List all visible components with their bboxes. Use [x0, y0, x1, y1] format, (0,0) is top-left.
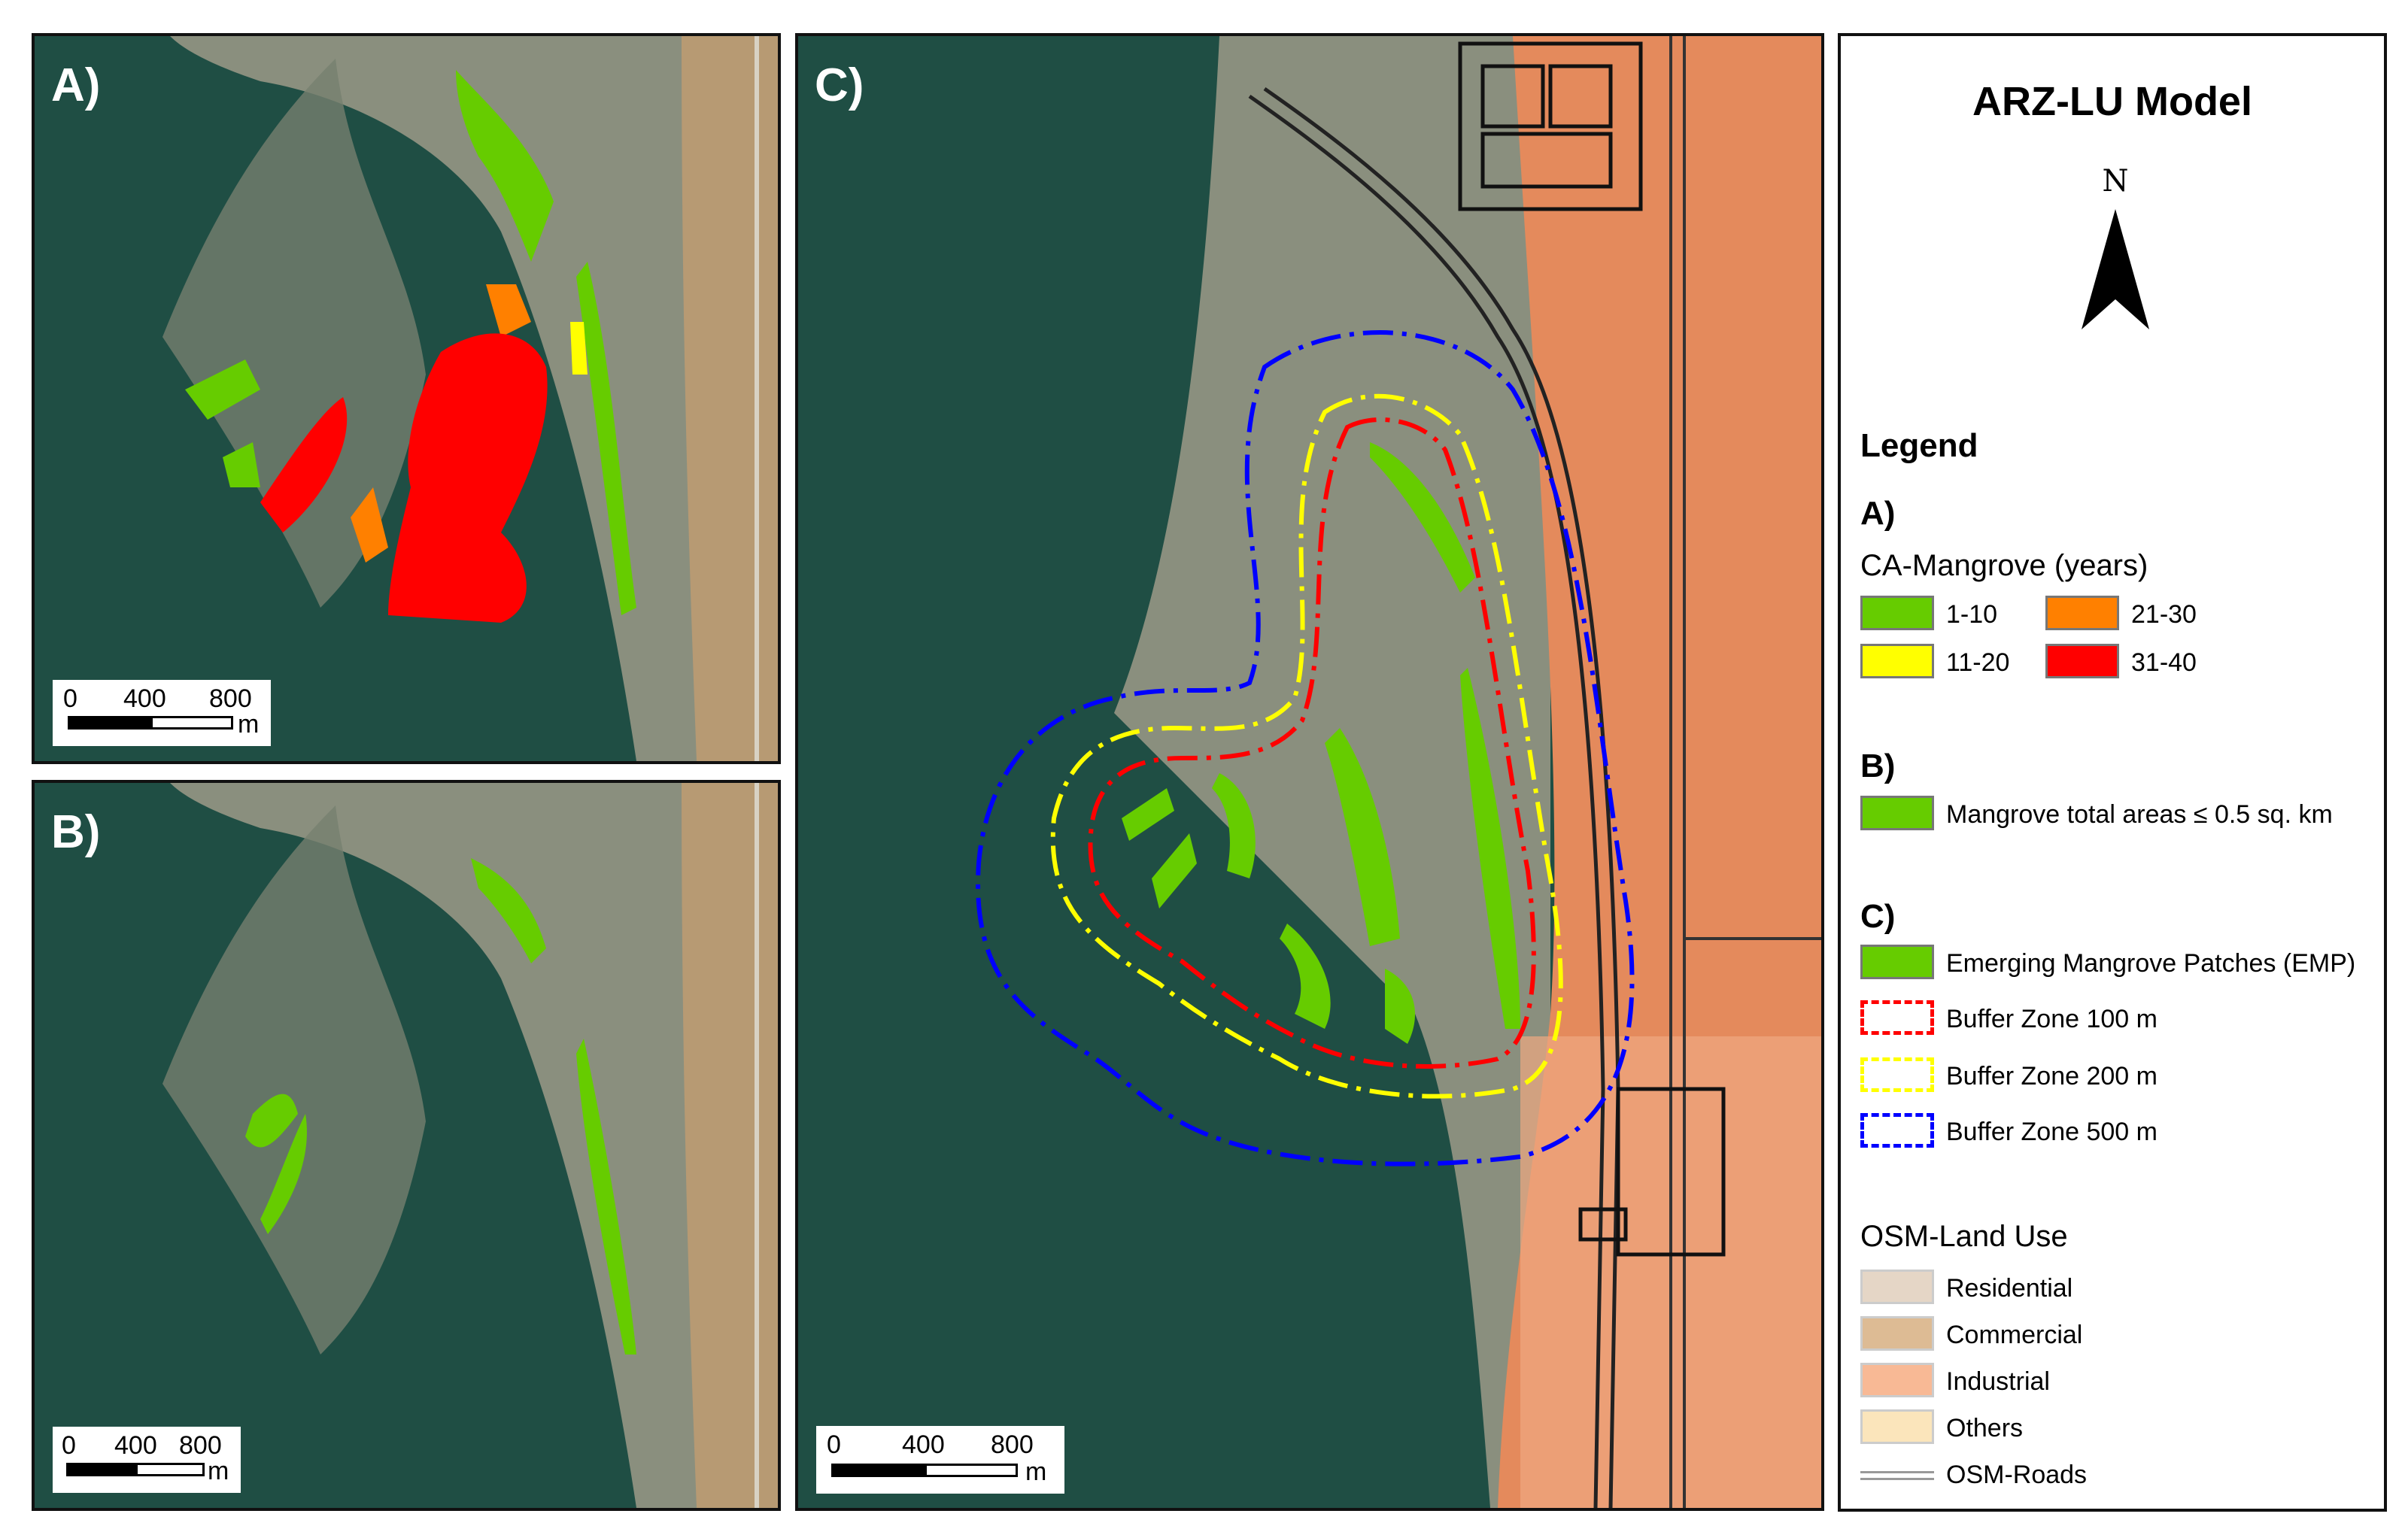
north-arrow-icon [2082, 209, 2149, 329]
legend-label-11-20: 11-20 [1946, 648, 2010, 677]
swatch-11-20 [1860, 644, 1934, 678]
map-panel-b[interactable]: B) 0 400 800 m [32, 780, 781, 1511]
panel-a-label: A) [51, 59, 101, 111]
swatch-residential [1860, 1270, 1934, 1304]
swatch-buffer-100 [1860, 1000, 1934, 1035]
legend-section-a-subtitle: CA-Mangrove (years) [1860, 549, 2148, 582]
scalebar-tick-0: 0 [62, 1431, 76, 1460]
scalebar-unit: m [208, 1457, 229, 1485]
legend-label-osm-roads: OSM-Roads [1946, 1461, 2088, 1489]
scalebar-tick-800: 800 [991, 1430, 1034, 1459]
legend-label-1-10: 1-10 [1946, 600, 1998, 629]
swatch-emp [1860, 945, 1934, 979]
scalebar-b: 0 400 800 m [53, 1427, 241, 1493]
scalebar-unit: m [238, 710, 260, 739]
scalebar-a: 0 400 800 m [53, 680, 271, 746]
legend-label-residential: Residential [1946, 1274, 2073, 1303]
legend-section-c-label: C) [1860, 898, 1896, 935]
legend-label-21-30: 21-30 [2131, 600, 2197, 629]
legend-label-industrial: Industrial [1946, 1367, 2050, 1396]
legend-label-commercial: Commercial [1946, 1321, 2083, 1349]
legend-panel: ARZ-LU Model N Legend A) CA-Mangrove (ye… [1838, 33, 2387, 1512]
swatch-industrial [1860, 1363, 1934, 1397]
scalebar-unit: m [1025, 1458, 1047, 1486]
swatch-commercial [1860, 1316, 1934, 1351]
swatch-1-10 [1860, 596, 1934, 630]
panel-b-label: B) [51, 806, 101, 858]
scalebar-tick-400: 400 [123, 684, 166, 713]
map-panel-a[interactable]: A) 0 400 800 m [32, 33, 781, 764]
scalebar-tick-800: 800 [179, 1431, 222, 1460]
legend-label-mangrove-total: Mangrove total areas ≤ 0.5 sq. km [1946, 800, 2333, 829]
legend-heading: Legend [1860, 427, 1978, 464]
swatch-others [1860, 1409, 1934, 1444]
map-panel-c[interactable]: C) 0 400 800 m [795, 33, 1824, 1511]
panel-c-label: C) [815, 59, 864, 111]
legend-model-title: ARZ-LU Model [1972, 79, 2252, 124]
satellite-map-c [798, 36, 1821, 1508]
legend-section-a-label: A) [1860, 495, 1896, 532]
legend-label-buffer-200: Buffer Zone 200 m [1946, 1062, 2157, 1091]
legend-label-buffer-100: Buffer Zone 100 m [1946, 1005, 2157, 1033]
scalebar-c: 0 400 800 m [816, 1426, 1064, 1494]
legend-osm-subtitle: OSM-Land Use [1860, 1220, 2068, 1253]
swatch-buffer-500 [1860, 1113, 1934, 1148]
legend-label-others: Others [1946, 1414, 2024, 1442]
north-arrow: N [2074, 164, 2157, 344]
swatch-31-40 [2045, 644, 2119, 678]
legend-label-31-40: 31-40 [2131, 648, 2197, 677]
swatch-osm-roads [1860, 1471, 1934, 1480]
scalebar-tick-400: 400 [114, 1431, 157, 1460]
legend-section-b-label: B) [1860, 748, 1896, 784]
scalebar-tick-800: 800 [209, 684, 252, 713]
swatch-buffer-200 [1860, 1057, 1934, 1092]
legend-label-emp: Emerging Mangrove Patches (EMP) [1946, 949, 2356, 978]
satellite-map-b [35, 783, 778, 1508]
legend-label-buffer-500: Buffer Zone 500 m [1946, 1118, 2157, 1146]
scalebar-tick-400: 400 [902, 1430, 945, 1459]
satellite-map-a [35, 36, 778, 761]
scalebar-tick-0: 0 [827, 1430, 841, 1459]
north-letter: N [2102, 164, 2129, 199]
swatch-21-30 [2045, 596, 2119, 630]
swatch-mangrove-total [1860, 796, 1934, 830]
scalebar-tick-0: 0 [63, 684, 77, 713]
